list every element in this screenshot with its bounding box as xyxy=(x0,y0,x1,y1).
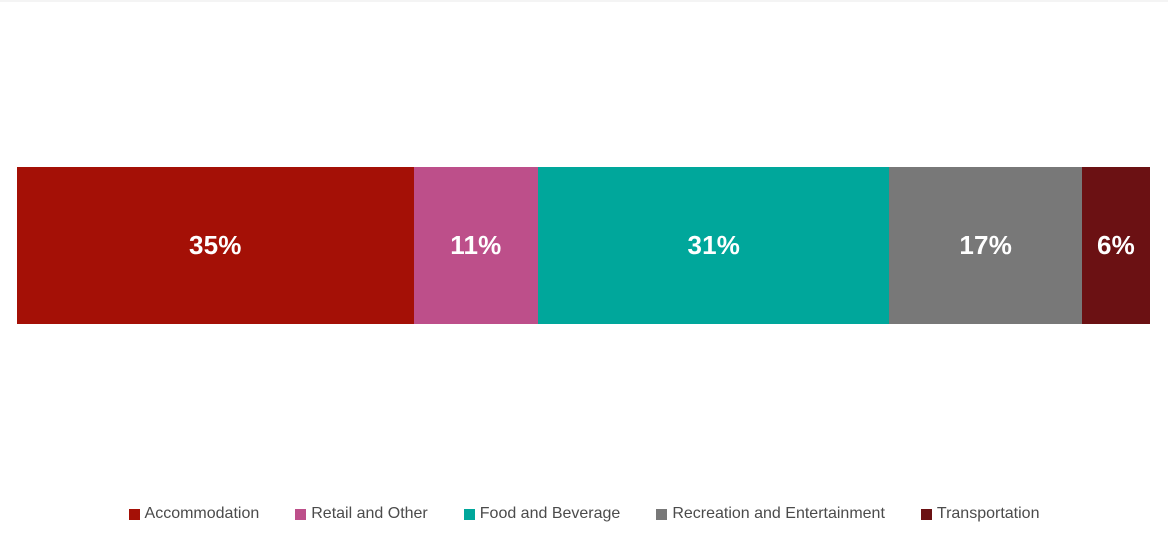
segment-value-label: 35% xyxy=(188,230,242,260)
legend-swatch-icon xyxy=(920,508,932,520)
legend-item-transportation: Transportation xyxy=(920,503,1040,525)
bar-segment-recreation-and-entertainment: 17% xyxy=(889,167,1082,324)
segment-value-label: 17% xyxy=(959,230,1013,260)
legend: Accommodation Retail and Other Food and Be… xyxy=(0,503,1168,525)
segment-value-label: 11% xyxy=(450,230,502,260)
legend-swatch-icon xyxy=(656,508,668,520)
bar-segment-food-and-beverage: 31% xyxy=(538,167,890,324)
legend-label: Retail and Other xyxy=(311,505,428,522)
legend-label: Transportation xyxy=(936,505,1040,522)
legend-item-accommodation: Accommodation xyxy=(128,503,260,525)
legend-swatch-icon xyxy=(128,508,140,520)
segment-value-label: 6% xyxy=(1096,230,1135,260)
stacked-bar: 35% 11% 31% 17% 6% xyxy=(17,167,1150,324)
legend-label: Accommodation xyxy=(144,505,260,522)
bar-segment-transportation: 6% xyxy=(1082,167,1150,324)
legend-item-retail-and-other: Retail and Other xyxy=(295,503,428,525)
legend-label: Food and Beverage xyxy=(479,505,621,522)
legend-item-recreation-and-entertainment: Recreation and Entertainment xyxy=(656,503,885,525)
legend-swatch-icon xyxy=(295,508,307,520)
segment-value-label: 31% xyxy=(687,230,741,260)
bar-segment-retail-and-other: 11% xyxy=(413,167,539,324)
bar-segment-accommodation: 35% xyxy=(17,167,414,324)
legend-item-food-and-beverage: Food and Beverage xyxy=(463,503,621,525)
legend-label: Recreation and Entertainment xyxy=(672,505,885,522)
legend-swatch-icon xyxy=(463,508,475,520)
